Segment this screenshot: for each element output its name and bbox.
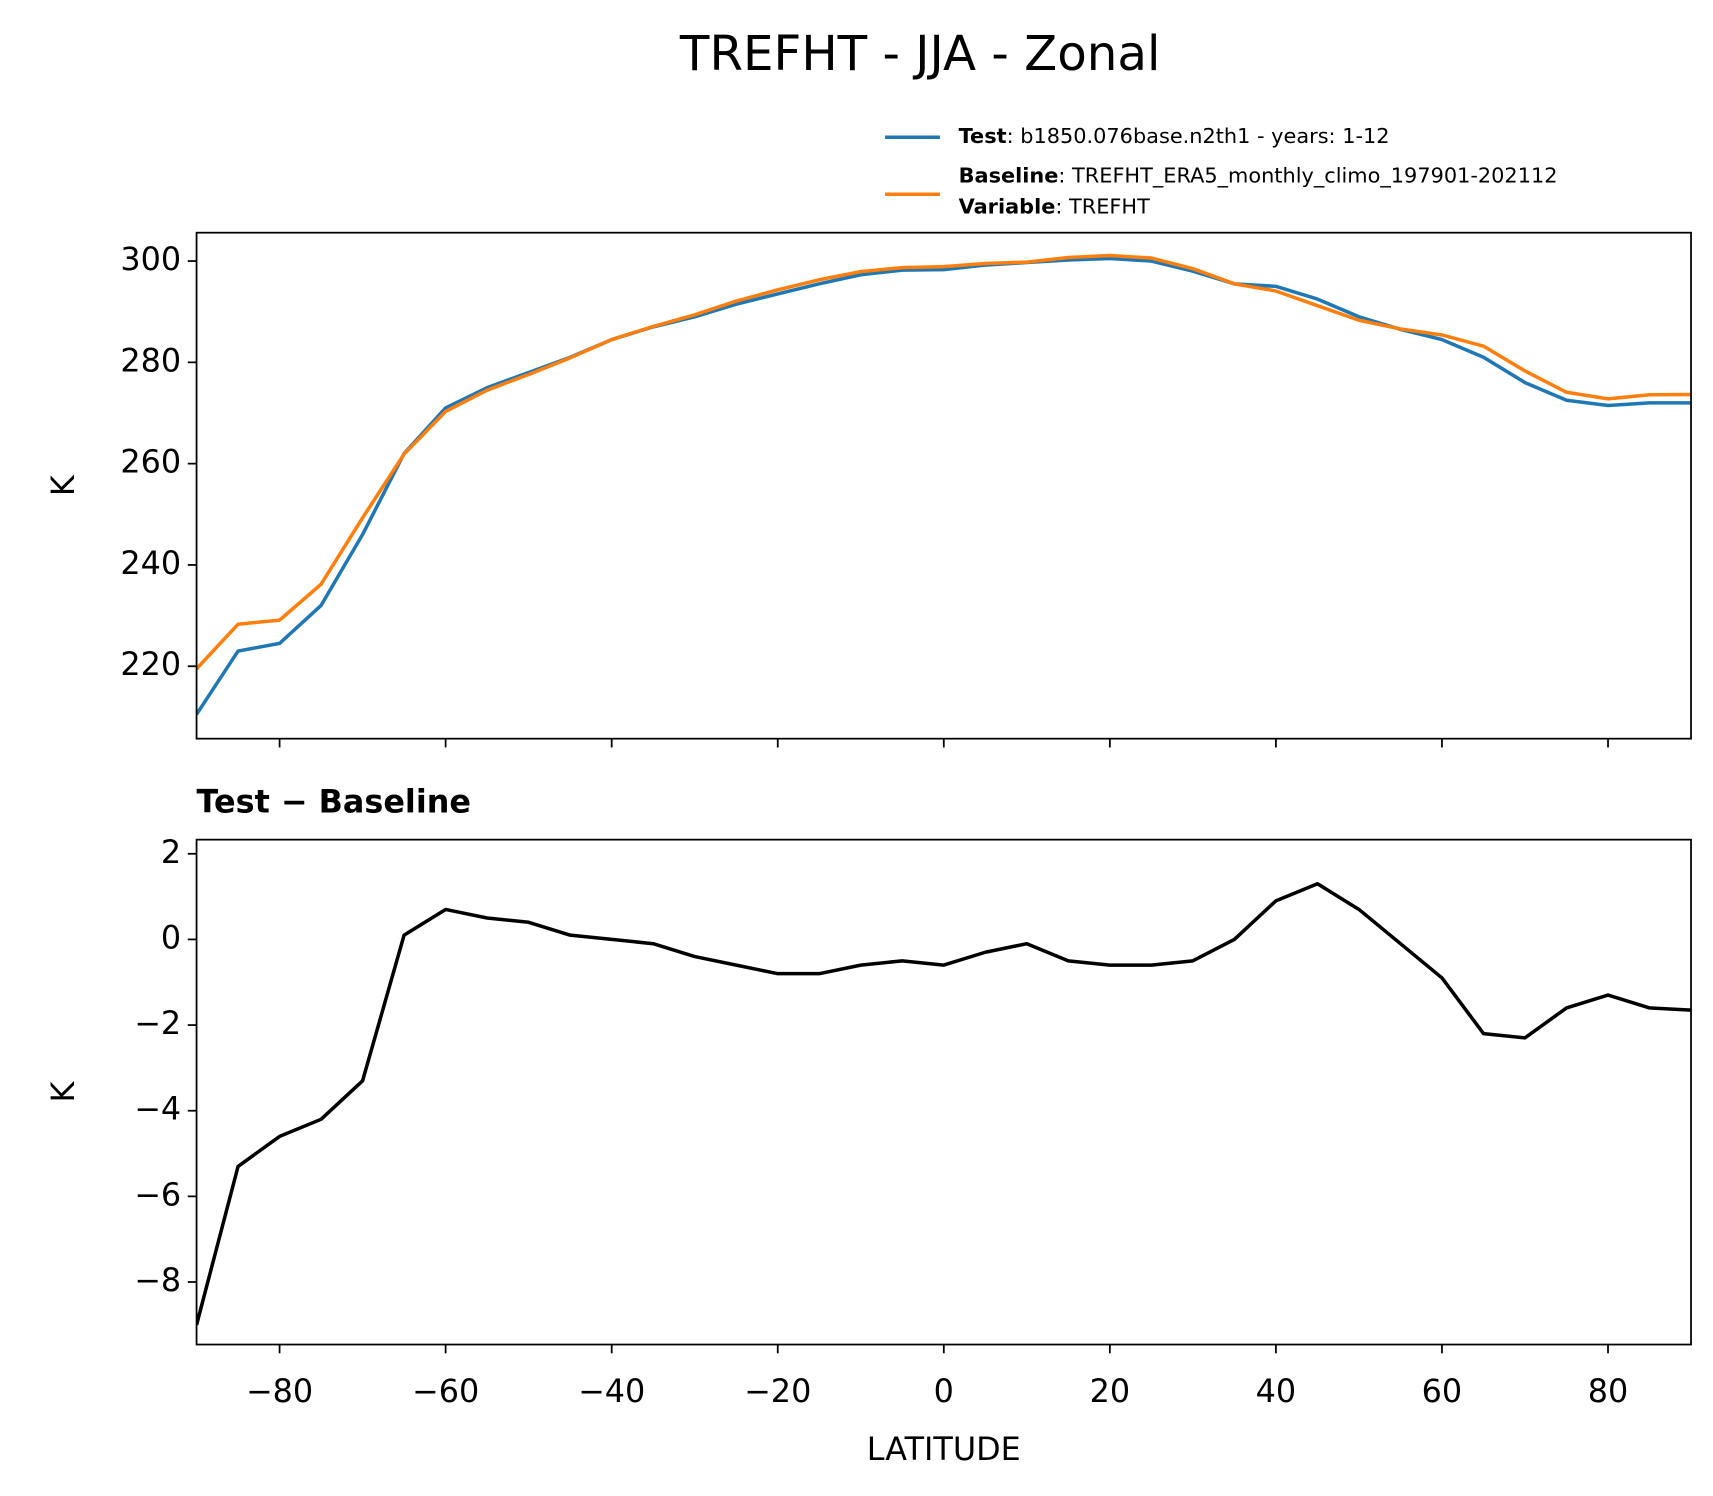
x-tick-label: 20 <box>1090 1372 1131 1410</box>
x-tick-label: −60 <box>412 1372 479 1410</box>
x-tick-label: −20 <box>744 1372 811 1410</box>
y-tick-label: 280 <box>120 341 181 379</box>
x-tick-label: 80 <box>1588 1372 1629 1410</box>
legend-text: : b1850.076base.n2th1 - years: 1-12 <box>1007 124 1390 148</box>
y-tick-label: −6 <box>134 1175 181 1213</box>
y-axis-label: K <box>44 1081 82 1103</box>
y-tick-label: 300 <box>120 240 181 278</box>
x-tick-label: 0 <box>934 1372 954 1410</box>
legend-name: Variable <box>959 194 1056 218</box>
x-tick-label: −80 <box>246 1372 313 1410</box>
data-line <box>196 253 1692 670</box>
legend-label: Variable: TREFHT <box>959 194 1150 218</box>
legend-label: Test: b1850.076base.n2th1 - years: 1-12 <box>959 124 1390 148</box>
y-axis-label: K <box>44 474 82 496</box>
x-tick-label: −40 <box>578 1372 645 1410</box>
y-tick-label: 260 <box>120 443 181 481</box>
legend-text: : TREFHT <box>1055 194 1150 218</box>
axes-frame <box>195 838 1692 1346</box>
figure-title: TREFHT - JJA - Zonal <box>679 26 1160 82</box>
axes-frame <box>195 231 1692 740</box>
legend-label: Baseline: TREFHT_ERA5_monthly_climo_1979… <box>959 164 1558 189</box>
y-tick-label: 2 <box>161 833 181 871</box>
plot-area <box>196 253 1692 716</box>
y-tick-label: −2 <box>134 1004 181 1042</box>
y-tick-label: 0 <box>161 918 181 956</box>
x-tick-label: 40 <box>1256 1372 1297 1410</box>
legend-text: : TREFHT_ERA5_monthly_climo_197901-20211… <box>1058 164 1557 189</box>
x-axis-label: LATITUDE <box>867 1430 1021 1468</box>
y-tick-label: 220 <box>120 645 181 683</box>
data-line <box>196 256 1692 716</box>
x-tick-label: 60 <box>1422 1372 1463 1410</box>
legend-name: Test <box>959 124 1007 148</box>
legend-name: Baseline <box>959 164 1059 188</box>
y-tick-label: −8 <box>134 1261 181 1299</box>
plot-area <box>196 882 1692 1326</box>
y-tick-label: 240 <box>120 544 181 582</box>
y-tick-label: −4 <box>134 1090 181 1128</box>
axes-title: Test − Baseline <box>197 782 471 820</box>
data-line <box>196 882 1692 1326</box>
